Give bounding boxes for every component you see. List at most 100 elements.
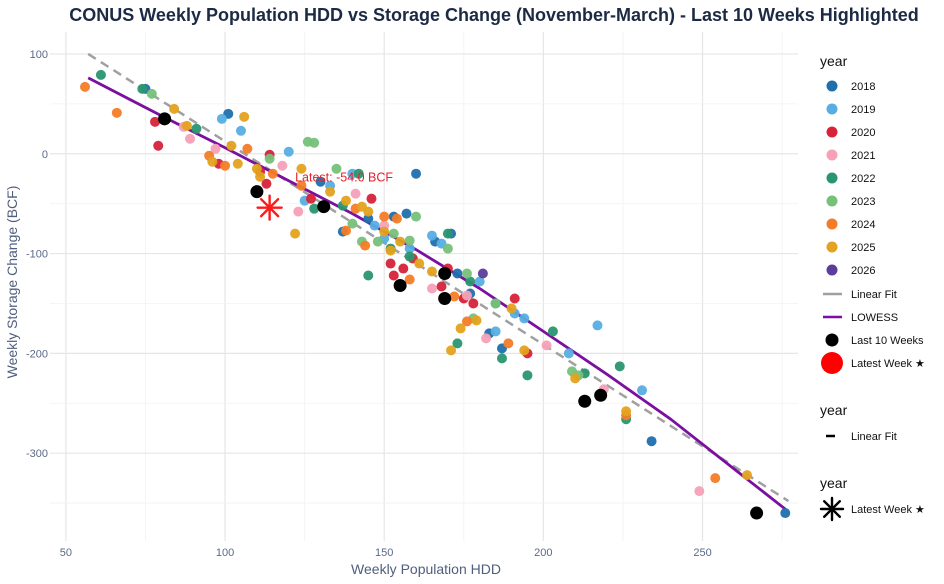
point-2023 bbox=[264, 153, 275, 164]
x-tick-label: 250 bbox=[693, 547, 711, 559]
point-2024 bbox=[360, 240, 371, 251]
legend-title-linetype: year bbox=[820, 402, 848, 418]
point-2018 bbox=[315, 176, 326, 187]
legend-title-shape: year bbox=[820, 475, 848, 491]
legend-symbol-2023 bbox=[826, 195, 838, 207]
point-2022 bbox=[442, 228, 453, 239]
point-2025 bbox=[181, 120, 192, 131]
latest-week-star-stroke bbox=[259, 197, 280, 218]
linear-fit-layer bbox=[87, 52, 790, 503]
legend-entry-lowess: LOWESS bbox=[823, 312, 898, 324]
point-2023 bbox=[331, 163, 342, 174]
point-2025 bbox=[414, 258, 425, 269]
legend-label-linear-fit: Linear Fit bbox=[851, 289, 897, 301]
point-2021 bbox=[481, 333, 492, 344]
legend-label-latest-week: Latest Week ★ bbox=[851, 358, 925, 370]
point-2022 bbox=[363, 270, 374, 281]
legend-label-2024: 2024 bbox=[851, 219, 875, 231]
last10-point bbox=[438, 267, 452, 281]
legend-entry-linear-fit: Linear Fit bbox=[823, 289, 897, 301]
point-2023 bbox=[372, 236, 383, 247]
point-2024 bbox=[242, 143, 253, 154]
point-2021 bbox=[461, 290, 472, 301]
point-2019 bbox=[519, 313, 530, 324]
y-axis-title: Weekly Storage Change (BCF) bbox=[4, 186, 20, 379]
point-2024 bbox=[379, 211, 390, 222]
point-2025 bbox=[255, 171, 266, 182]
point-2018 bbox=[780, 508, 791, 519]
point-2021 bbox=[694, 486, 705, 497]
point-2019 bbox=[637, 385, 648, 396]
point-2020 bbox=[366, 193, 377, 204]
y-tick-label: 0 bbox=[42, 149, 48, 161]
legend-symbol-2022 bbox=[826, 172, 838, 184]
y-axis-ticks: 100 0 -100 -200 -300 bbox=[26, 49, 48, 460]
last10-point bbox=[393, 279, 407, 293]
x-axis-ticks: 50 100 150 200 250 bbox=[60, 547, 712, 559]
legend-label-2021: 2021 bbox=[851, 150, 875, 162]
point-2022 bbox=[137, 83, 148, 94]
legend-title-color: year bbox=[820, 53, 848, 69]
point-2025 bbox=[239, 111, 250, 122]
point-2020 bbox=[261, 178, 272, 189]
point-2025 bbox=[570, 373, 581, 384]
point-2024 bbox=[710, 473, 721, 484]
point-2018 bbox=[363, 213, 374, 224]
legend-symbol-2025 bbox=[826, 241, 838, 253]
x-tick-label: 100 bbox=[216, 547, 234, 559]
point-2024 bbox=[220, 160, 231, 171]
point-2024 bbox=[111, 107, 122, 118]
point-2024 bbox=[267, 168, 278, 179]
point-2024 bbox=[404, 274, 415, 285]
legend-symbol-2020 bbox=[826, 126, 838, 138]
point-2021 bbox=[210, 143, 221, 154]
point-2024 bbox=[449, 291, 460, 302]
latest-annotation: Latest: -54.0 BCF bbox=[295, 171, 393, 185]
last10-point bbox=[317, 200, 331, 214]
point-2018 bbox=[646, 436, 657, 447]
y-tick-label: -100 bbox=[26, 249, 48, 261]
legend-star bbox=[819, 496, 845, 522]
y-tick-label: 100 bbox=[30, 49, 48, 61]
last10-point bbox=[158, 112, 172, 126]
last10-point bbox=[594, 388, 608, 402]
point-2023 bbox=[146, 88, 157, 99]
point-2025 bbox=[446, 345, 457, 356]
chart-title: CONUS Weekly Population HDD vs Storage C… bbox=[69, 5, 919, 25]
point-2020 bbox=[398, 263, 409, 274]
point-2023 bbox=[442, 243, 453, 254]
legend-entry-linetype-fit: Linear Fit bbox=[826, 431, 897, 443]
point-2022 bbox=[191, 123, 202, 134]
point-2024 bbox=[391, 213, 402, 224]
point-2019 bbox=[216, 113, 227, 124]
point-2022 bbox=[522, 370, 533, 381]
point-2020 bbox=[509, 293, 520, 304]
point-2024 bbox=[341, 225, 352, 236]
point-2022 bbox=[404, 251, 415, 262]
legend-label-2018: 2018 bbox=[851, 81, 875, 93]
last10-point bbox=[750, 506, 764, 520]
point-2022 bbox=[547, 326, 558, 337]
legend-symbol-2021 bbox=[826, 149, 838, 161]
point-2025 bbox=[506, 303, 517, 314]
legend-symbol-2024 bbox=[826, 218, 838, 230]
x-tick-label: 50 bbox=[60, 547, 72, 559]
point-2019 bbox=[490, 326, 501, 337]
y-tick-label: -300 bbox=[26, 448, 48, 460]
point-2022 bbox=[496, 353, 507, 364]
point-2023 bbox=[411, 211, 422, 222]
point-2023 bbox=[404, 235, 415, 246]
last-10-weeks-points bbox=[158, 112, 764, 520]
last10-point bbox=[438, 291, 452, 305]
last10-point bbox=[250, 185, 264, 199]
legend-label-2019: 2019 bbox=[851, 104, 875, 116]
point-2025 bbox=[519, 345, 530, 356]
legend-last10-symbol bbox=[825, 333, 839, 347]
legend-entry-shape-latest: Latest Week ★ bbox=[819, 496, 925, 522]
legend-label-lowess: LOWESS bbox=[851, 312, 898, 324]
point-2025 bbox=[363, 206, 374, 217]
point-2024 bbox=[296, 180, 307, 191]
point-2020 bbox=[306, 193, 317, 204]
point-2022 bbox=[95, 69, 106, 80]
